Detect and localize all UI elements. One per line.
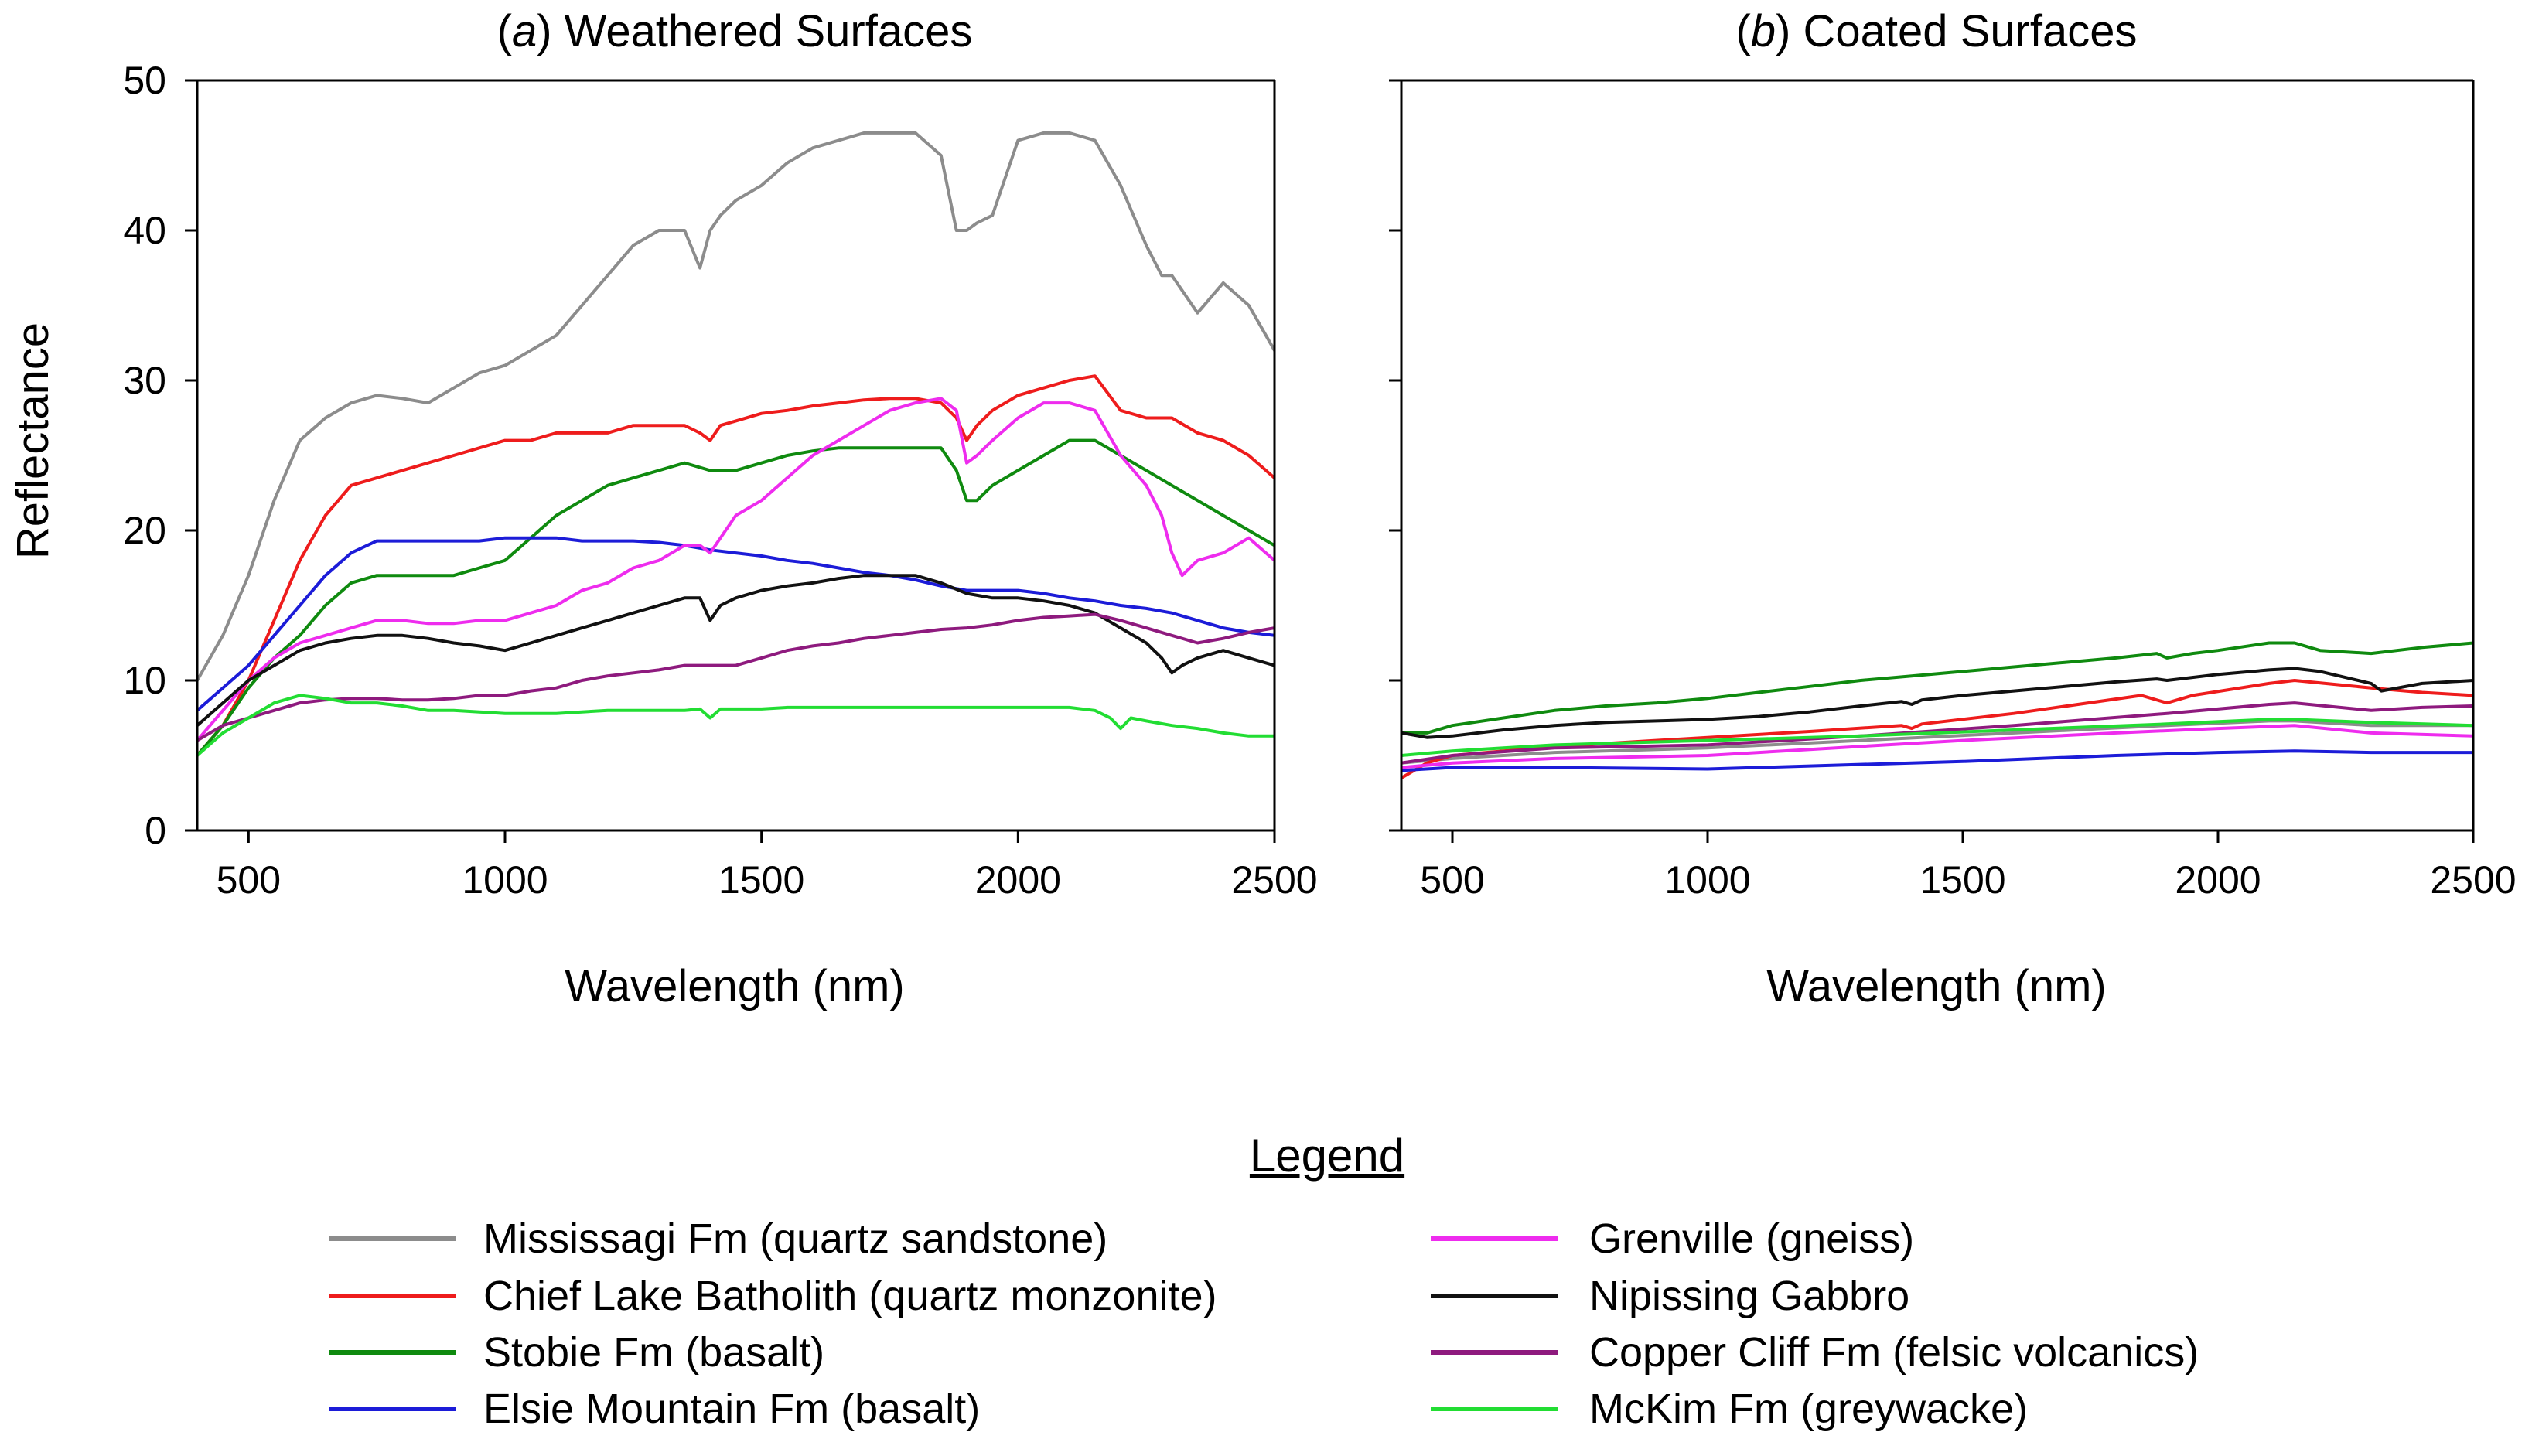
x-tick-label: 2500 bbox=[1231, 858, 1317, 902]
series-line-mckim-fm-greywacke bbox=[1401, 718, 2473, 757]
legend-item-stobie-fm-basalt: Stobie Fm (basalt) bbox=[329, 1329, 824, 1376]
x-tick-label: 1500 bbox=[1919, 858, 2005, 902]
legend-item-grenville-gneiss: Grenville (gneiss) bbox=[1431, 1216, 1914, 1262]
series-line-mississagi-fm-quartz-sandstone bbox=[1401, 719, 2473, 765]
y-tick-label: 30 bbox=[123, 359, 166, 402]
series-line-mckim-fm-greywacke bbox=[197, 694, 1275, 757]
y-tick-label: 40 bbox=[123, 209, 166, 252]
panel-b-title: (b) Coated Surfaces bbox=[1735, 6, 2137, 56]
series-line-stobie-fm-basalt bbox=[197, 438, 1275, 757]
x-tick-label: 2000 bbox=[975, 858, 1061, 902]
series-line-grenville-gneiss bbox=[1401, 724, 2473, 769]
panel-a-series-group bbox=[197, 131, 1275, 757]
legend-label: Nipissing Gabbro bbox=[1589, 1273, 1909, 1319]
series-line-chief-lake-batholith-quartz-monzonite bbox=[197, 374, 1275, 757]
panel-b-coated: (b) Coated Surfaces Wavelength (nm) 500 1… bbox=[1389, 6, 2517, 1011]
legend-item-nipissing-gabbro: Nipissing Gabbro bbox=[1431, 1273, 1909, 1319]
legend-item-elsie-mountain-fm-basalt: Elsie Mountain Fm (basalt) bbox=[329, 1386, 980, 1432]
panel-b-x-axis-label: Wavelength (nm) bbox=[1766, 961, 2106, 1011]
x-tick-label: 1000 bbox=[1664, 858, 1750, 902]
legend-label: Elsie Mountain Fm (basalt) bbox=[483, 1386, 980, 1432]
panel-a-plot-area: 500 1000 1500 2000 2500 0 10 20 30 40 50 bbox=[123, 59, 1317, 902]
legend-item-mississagi-fm-quartz-sandstone: Mississagi Fm (quartz sandstone) bbox=[329, 1216, 1107, 1262]
x-tick-label: 1500 bbox=[718, 858, 804, 902]
panel-a-x-axis-label: Wavelength (nm) bbox=[565, 961, 904, 1011]
legend-label: Mississagi Fm (quartz sandstone) bbox=[483, 1216, 1107, 1262]
x-tick-label: 1000 bbox=[462, 858, 548, 902]
y-tick-label: 0 bbox=[145, 809, 166, 852]
legend-label: Grenville (gneiss) bbox=[1589, 1216, 1914, 1262]
legend-label: Chief Lake Batholith (quartz monzonite) bbox=[483, 1273, 1217, 1319]
series-line-elsie-mountain-fm-basalt bbox=[1401, 749, 2473, 772]
y-tick-label: 50 bbox=[123, 59, 166, 102]
y-axis-label: Reflectance bbox=[8, 322, 58, 559]
panel-a-title: (a) Weathered Surfaces bbox=[497, 6, 973, 56]
panel-b-series-group bbox=[1401, 641, 2473, 780]
series-line-nipissing-gabbro bbox=[1401, 667, 2473, 739]
x-tick-label: 2000 bbox=[2175, 858, 2261, 902]
x-tick-label: 500 bbox=[217, 858, 281, 902]
legend-item-mckim-fm-greywacke: McKim Fm (greywacke) bbox=[1431, 1386, 2028, 1432]
legend-label: McKim Fm (greywacke) bbox=[1589, 1386, 2028, 1432]
y-tick-label: 20 bbox=[123, 509, 166, 552]
legend-label: Copper Cliff Fm (felsic volcanics) bbox=[1589, 1329, 2199, 1376]
legend-item-chief-lake-batholith-quartz-monzonite: Chief Lake Batholith (quartz monzonite) bbox=[329, 1273, 1217, 1319]
series-line-stobie-fm-basalt bbox=[1401, 641, 2473, 735]
legend-label: Stobie Fm (basalt) bbox=[483, 1329, 824, 1376]
panel-b-plot-area: 500 1000 1500 2000 2500 bbox=[1389, 79, 2517, 902]
series-line-grenville-gneiss bbox=[197, 397, 1275, 742]
legend-title: Legend bbox=[1250, 1130, 1404, 1182]
legend-items: Mississagi Fm (quartz sandstone) Chief La… bbox=[329, 1216, 2199, 1432]
series-line-copper-cliff-fm-felsic-volcanics bbox=[197, 612, 1275, 742]
legend: Legend Mississagi Fm (quartz sandstone) C… bbox=[329, 1130, 2199, 1432]
x-tick-label: 500 bbox=[1420, 858, 1484, 902]
panel-a-weathered: (a) Weathered Surfaces Reflectance Wavel… bbox=[8, 6, 1318, 1011]
series-line-mississagi-fm-quartz-sandstone bbox=[197, 131, 1275, 682]
series-line-copper-cliff-fm-felsic-volcanics bbox=[1401, 701, 2473, 765]
series-line-nipissing-gabbro bbox=[197, 574, 1275, 728]
x-tick-label: 2500 bbox=[2430, 858, 2516, 902]
series-line-elsie-mountain-fm-basalt bbox=[197, 536, 1275, 712]
y-tick-label: 10 bbox=[123, 659, 166, 702]
legend-item-copper-cliff-fm-felsic-volcanics: Copper Cliff Fm (felsic volcanics) bbox=[1431, 1329, 2199, 1376]
